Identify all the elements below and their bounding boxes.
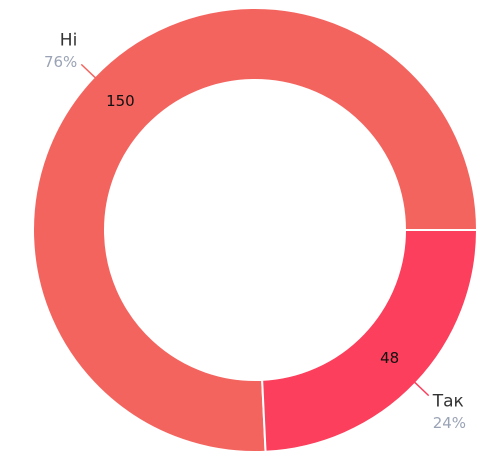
donut-segment bbox=[32, 7, 479, 453]
category-label: Так bbox=[432, 392, 464, 412]
percent-label: 24% bbox=[433, 414, 466, 432]
percent-label: 76% bbox=[44, 53, 77, 71]
donut-segment bbox=[261, 229, 479, 453]
leader-line bbox=[80, 63, 97, 79]
value-label: 150 bbox=[106, 92, 135, 110]
category-label: Ні bbox=[60, 30, 78, 50]
value-label: 48 bbox=[380, 349, 399, 367]
leader-line bbox=[413, 381, 430, 397]
